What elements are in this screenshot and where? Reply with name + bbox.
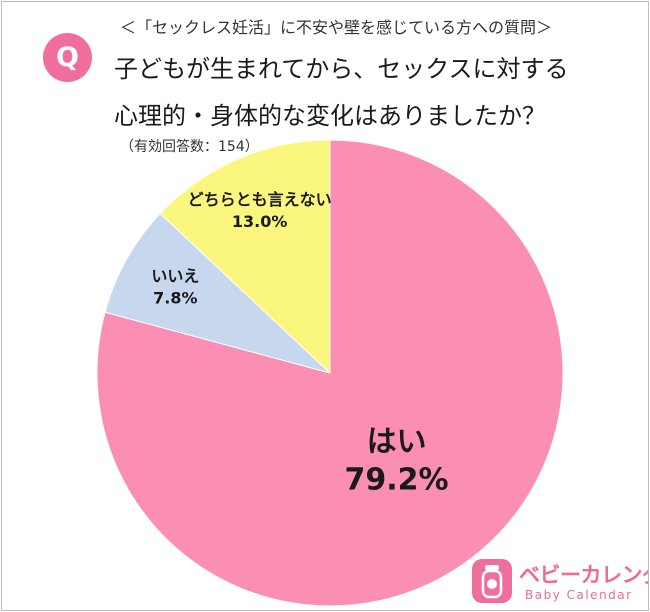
pie-slice-2 bbox=[104, 212, 331, 374]
brand-name: ベビーカレンダー bbox=[519, 563, 648, 587]
slice-label-1: はい bbox=[367, 424, 427, 459]
brand-logo: ベビーカレンダー Baby Calendar bbox=[472, 559, 648, 607]
question-title-line-1: 子どもが生まれてから、セックスに対する bbox=[114, 55, 569, 83]
slice-label-3: どちらとも言えない bbox=[188, 190, 332, 209]
slice-value-1: 79.2% bbox=[345, 462, 449, 497]
sample-size-note: （有効回答数：154） bbox=[120, 139, 259, 155]
baby-bottle-icon bbox=[472, 559, 512, 603]
pie-slice-3 bbox=[159, 139, 331, 375]
question-badge: Q bbox=[43, 33, 92, 82]
slice-label-2: いいえ bbox=[151, 266, 199, 285]
slice-value-3: 13.0% bbox=[232, 212, 288, 231]
survey-subtitle: ＜「セックレス妊活」に不安や壁を感じている方への質問＞ bbox=[120, 18, 553, 37]
question-title-line-2: 心理的・身体的な変化はありましたか？ bbox=[114, 102, 546, 130]
brand-name-en: Baby Calendar bbox=[525, 588, 633, 602]
slice-value-2: 7.8% bbox=[153, 288, 197, 307]
